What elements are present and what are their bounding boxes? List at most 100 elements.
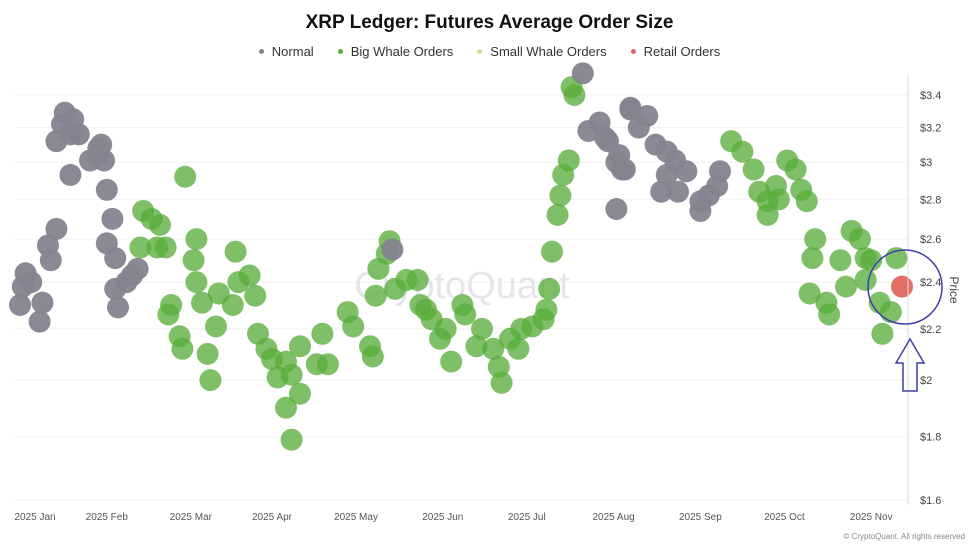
x-tick-label: 2025 Apr	[252, 512, 293, 523]
data-point-big	[804, 228, 827, 251]
legend-item-small-whale[interactable]: Small Whale Orders	[477, 44, 607, 59]
data-point-normal	[101, 207, 124, 230]
data-point-normal	[619, 96, 642, 119]
data-point-big	[205, 315, 227, 338]
data-point-normal	[605, 198, 628, 221]
data-point-big	[784, 158, 807, 181]
data-point-big	[317, 353, 339, 376]
legend-dot	[337, 49, 343, 54]
y-tick-label: $2.2	[920, 324, 941, 336]
x-tick-label: 2025 Sep	[679, 512, 722, 523]
data-point-big	[471, 317, 493, 340]
chart-title: XRP Ledger: Futures Average Order Size	[305, 12, 674, 33]
data-point-big	[244, 284, 267, 307]
data-point-big	[185, 271, 208, 294]
data-point-big	[129, 236, 152, 259]
data-point-big	[535, 298, 558, 321]
data-point-big	[798, 282, 821, 305]
data-point-normal	[650, 180, 673, 203]
data-point-big	[879, 301, 902, 324]
data-point-big	[818, 303, 841, 326]
data-point-normal	[107, 296, 129, 319]
data-point-big	[482, 337, 505, 360]
data-point-normal	[39, 249, 62, 272]
x-tick-label: 2025 Jan	[14, 512, 55, 523]
data-point-normal	[381, 238, 404, 261]
y-tick-label: $2.6	[920, 234, 941, 246]
data-point-big	[557, 149, 580, 172]
x-tick-label: 2025 Mar	[170, 512, 213, 523]
data-point-normal	[613, 158, 636, 181]
legend-dot	[630, 49, 636, 54]
data-point-big	[835, 275, 857, 298]
legend-label: Small Whale Orders	[490, 44, 607, 59]
x-tick-label: 2025 Feb	[86, 512, 129, 523]
x-tick-label: 2025 Nov	[850, 512, 893, 523]
legend-dot	[477, 49, 483, 54]
data-point-big	[434, 317, 457, 340]
data-point-big	[174, 165, 197, 188]
data-point-normal	[636, 104, 659, 127]
x-tick-label: 2025 Jul	[508, 512, 546, 523]
data-point-big	[289, 335, 311, 358]
data-point-big	[490, 371, 513, 394]
data-point-big	[311, 322, 334, 345]
data-point-big	[224, 240, 247, 263]
legend-item-retail[interactable]: Retail Orders	[630, 44, 721, 59]
legend-item-normal[interactable]: Normal	[258, 44, 314, 59]
y-tick-label: $2	[920, 375, 932, 387]
data-point-big	[538, 277, 561, 300]
data-point-big	[854, 268, 877, 291]
data-point-big	[185, 228, 208, 251]
data-point-normal	[104, 247, 127, 270]
data-point-normal	[45, 217, 68, 240]
x-tick-label: 2025 Aug	[592, 512, 634, 523]
data-point-normal	[126, 257, 149, 280]
y-tick-label: $3	[920, 157, 932, 169]
y-tick-label: $2.4	[920, 277, 941, 289]
up-arrow-annotation	[894, 337, 926, 392]
data-point-big	[275, 396, 297, 419]
data-point-normal	[709, 160, 731, 183]
data-point-big	[406, 268, 429, 291]
data-point-normal	[9, 294, 31, 317]
x-tick-label: 2025 Oct	[764, 512, 805, 523]
data-point-big	[563, 84, 586, 106]
data-point-retail	[891, 275, 913, 298]
data-point-normal	[675, 160, 698, 183]
data-point-big	[199, 369, 222, 392]
data-point-big	[795, 190, 818, 213]
data-point-normal	[655, 163, 678, 186]
y-tick-label: $1.8	[920, 432, 941, 444]
copyright-footer: © CryptoQuant. All rights reserved	[843, 532, 966, 541]
data-point-big	[507, 337, 530, 360]
data-point-big	[361, 345, 384, 368]
data-point-big	[221, 294, 244, 317]
data-point-normal	[28, 310, 51, 333]
data-point-big	[829, 249, 852, 272]
data-point-normal	[667, 180, 689, 203]
data-point-normal	[20, 271, 43, 294]
data-point-big	[289, 382, 311, 405]
legend: Normal Big Whale Orders Small Whale Orde…	[0, 44, 979, 59]
data-point-big	[342, 315, 365, 338]
data-point-big	[549, 184, 572, 207]
legend-item-big-whale[interactable]: Big Whale Orders	[337, 44, 454, 59]
y-tick-label: $3.2	[920, 123, 941, 135]
data-point-big	[767, 188, 790, 211]
data-point-big	[182, 249, 205, 272]
data-point-big	[454, 303, 477, 326]
data-point-big	[364, 284, 387, 307]
data-point-normal	[93, 149, 115, 172]
data-point-normal	[31, 291, 54, 314]
y-tick-label: $2.8	[920, 194, 941, 206]
data-point-big	[149, 213, 171, 236]
data-point-normal	[571, 62, 594, 85]
legend-dot	[258, 49, 264, 54]
data-point-big	[849, 228, 871, 251]
y-tick-label: $3.4	[920, 90, 941, 102]
legend-label: Big Whale Orders	[350, 44, 454, 59]
legend-label: Retail Orders	[643, 44, 721, 59]
data-point-big	[160, 294, 183, 317]
